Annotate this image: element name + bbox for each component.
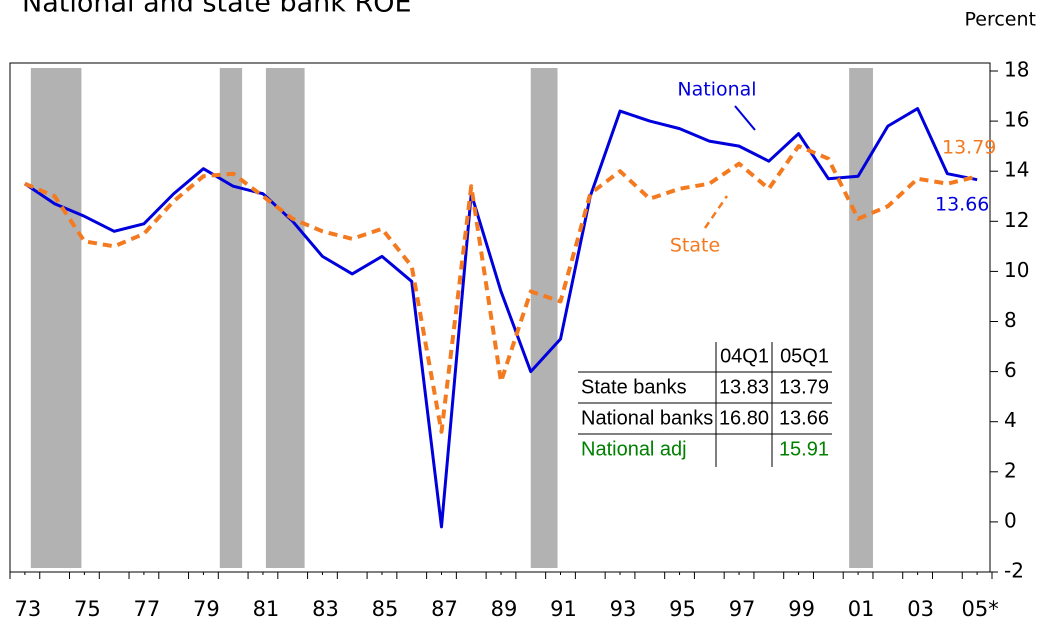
y-tick-label: 4 <box>1004 408 1017 432</box>
y-axis-label: Percent <box>965 9 1037 31</box>
table-column-header: 04Q1 <box>720 345 769 367</box>
foreground-layer: -2 0 2 4 6 8 10 12 14 16 18 73 75 77 79 81 83 85 87 89 91 93 9… <box>9 58 1029 621</box>
x-tick-label: 01 <box>848 597 875 621</box>
recession-band <box>849 68 873 568</box>
x-tick-label: 75 <box>74 597 101 621</box>
series-annotation: National <box>677 79 756 101</box>
table-column-header: 05Q1 <box>780 345 829 367</box>
table-cell: 13.66 <box>779 407 829 429</box>
y-tick-label: 12 <box>1004 208 1029 232</box>
y-tick-label: 16 <box>1004 108 1029 132</box>
y-tick-label: -2 <box>1004 559 1024 583</box>
recession-band <box>219 68 243 568</box>
x-tick-label: 93 <box>610 597 637 621</box>
series-line <box>24 107 978 529</box>
x-tick-label: 05* <box>962 597 999 621</box>
x-tick-label: 83 <box>312 597 339 621</box>
summary-table: 04Q1 05Q1 State banks 13.83 13.79 National ba… <box>578 342 832 467</box>
x-tick-label: 91 <box>550 597 577 621</box>
x-tick-label: 87 <box>431 597 458 621</box>
leader-line <box>703 195 729 229</box>
recession-band <box>265 68 305 568</box>
x-tick-label: 99 <box>788 597 815 621</box>
table-row-label: State banks <box>581 376 687 398</box>
y-tick-label: 14 <box>1004 158 1029 182</box>
table-row-label: National adj <box>581 438 687 460</box>
table-row-label: National banks <box>581 407 713 429</box>
plot-frame <box>9 62 991 573</box>
x-tick-label: 95 <box>669 597 696 621</box>
recession-band <box>530 68 558 568</box>
y-tick-label: 0 <box>1004 508 1017 532</box>
x-tick-label: 85 <box>372 597 399 621</box>
y-tick-label: 10 <box>1004 258 1029 282</box>
x-tick-label: 77 <box>134 597 161 621</box>
table-cell: 13.83 <box>719 376 769 398</box>
x-tick-label: 89 <box>491 597 518 621</box>
series-annotation: State <box>670 235 720 257</box>
table-cell: 15.91 <box>779 438 829 460</box>
y-tick-label: 18 <box>1004 58 1029 82</box>
end-value-label: 13.79 <box>942 137 996 159</box>
y-tick-label: 8 <box>1004 308 1017 332</box>
table-cell: 16.80 <box>719 407 769 429</box>
end-value-label: 13.66 <box>935 194 989 216</box>
x-tick-label: 81 <box>253 597 280 621</box>
x-tick-label: 03 <box>907 597 934 621</box>
recession-band <box>30 68 82 568</box>
y-tick-label: 6 <box>1004 358 1017 382</box>
x-tick-label: 79 <box>193 597 220 621</box>
x-tick-label: 73 <box>15 597 42 621</box>
table-cell: 13.79 <box>779 376 829 398</box>
leader-line <box>734 105 756 131</box>
x-tick-label: 97 <box>729 597 756 621</box>
chart-title: National and state bank ROE <box>22 0 412 19</box>
y-tick-label: 2 <box>1004 458 1017 482</box>
background-layer <box>30 68 873 568</box>
